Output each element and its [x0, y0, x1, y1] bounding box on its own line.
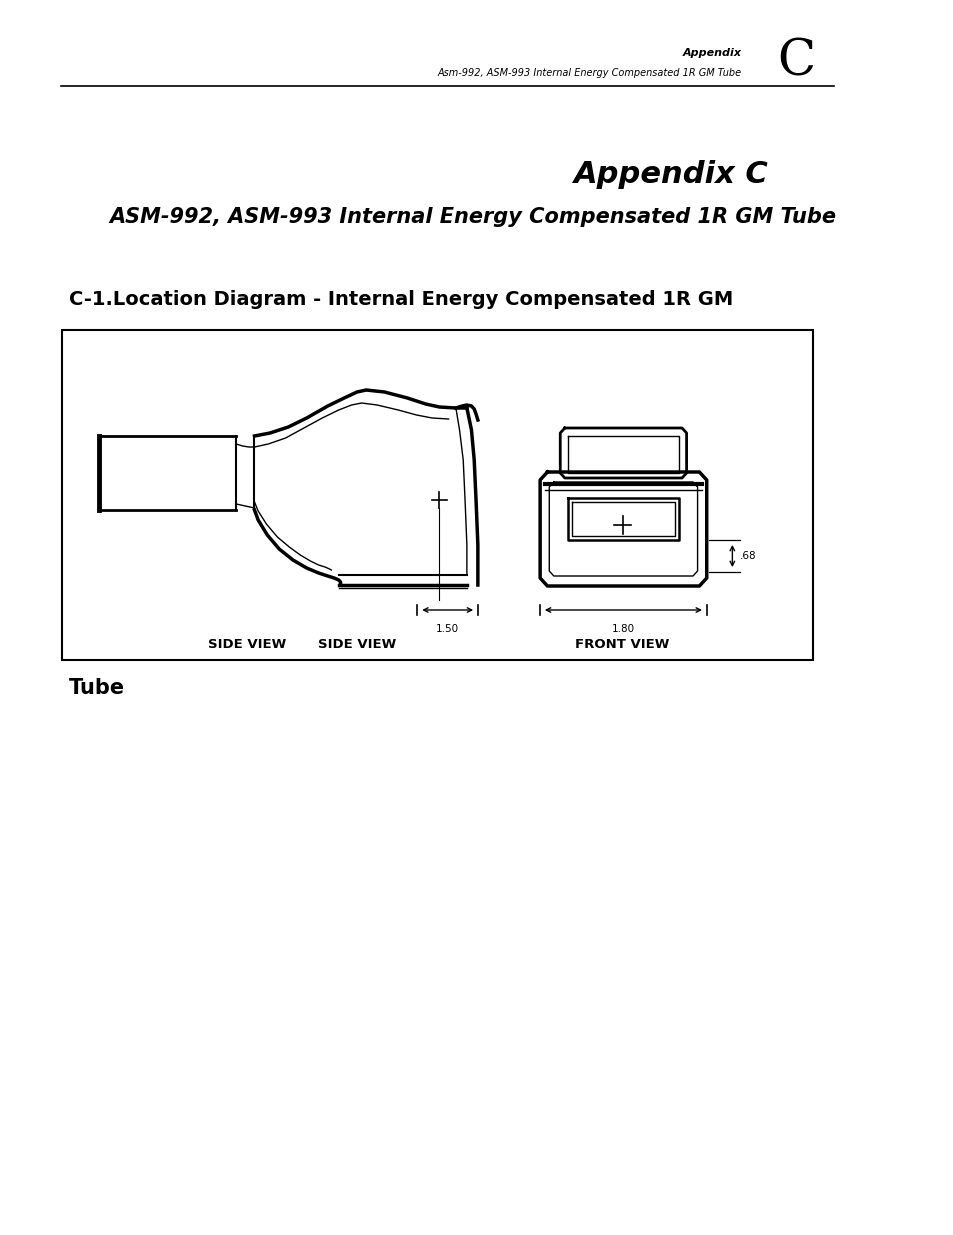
Text: Appendix: Appendix — [681, 48, 740, 58]
Text: 1.50: 1.50 — [436, 624, 458, 634]
Text: C-1.Location Diagram - Internal Energy Compensated 1R GM: C-1.Location Diagram - Internal Energy C… — [69, 290, 732, 309]
Text: C: C — [777, 37, 815, 86]
Text: SIDE VIEW: SIDE VIEW — [208, 638, 286, 651]
Text: ASM-992, ASM-993 Internal Energy Compensated 1R GM Tube: ASM-992, ASM-993 Internal Energy Compens… — [110, 207, 836, 227]
Text: Appendix C: Appendix C — [574, 161, 768, 189]
Text: SIDE VIEW: SIDE VIEW — [317, 638, 395, 651]
Bar — [62, 330, 812, 659]
Text: FRONT VIEW: FRONT VIEW — [575, 638, 669, 651]
Text: .68: .68 — [739, 551, 756, 561]
Text: Tube: Tube — [69, 678, 125, 698]
Text: Asm-992, ASM-993 Internal Energy Compensated 1R GM Tube: Asm-992, ASM-993 Internal Energy Compens… — [436, 68, 740, 78]
Text: 1.80: 1.80 — [611, 624, 635, 634]
